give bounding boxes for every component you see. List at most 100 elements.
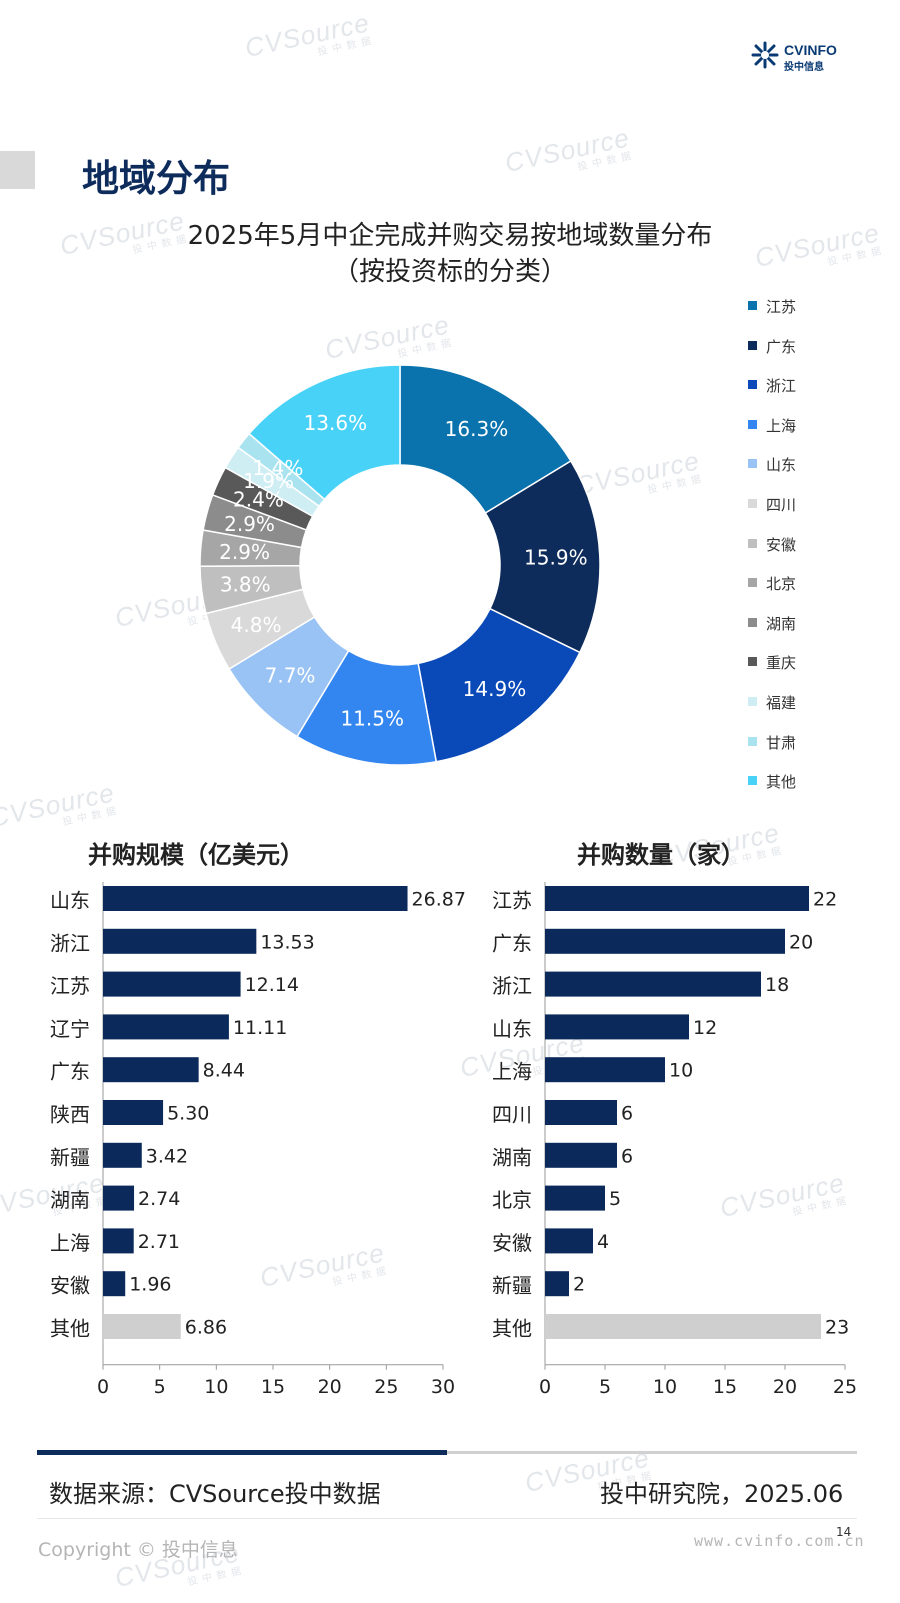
category-label: 新疆: [50, 1145, 90, 1169]
value-label: 6.86: [185, 1317, 227, 1339]
institute-date: 投中研究院，2025.06: [600, 1480, 844, 1508]
value-label: 6: [621, 1145, 633, 1167]
donut-slice-label: 15.9%: [524, 546, 588, 570]
page-number: 14: [836, 1525, 852, 1539]
bar-安徽: [103, 1271, 126, 1297]
value-label: 11.11: [233, 1017, 287, 1039]
legend-item: 上海: [748, 415, 828, 435]
value-label: 2.71: [138, 1231, 180, 1253]
legend-item: 浙江: [748, 375, 828, 395]
copyright: Copyright © 投中信息: [38, 1539, 238, 1561]
legend-label: 其他: [766, 773, 797, 792]
x-tick-label: 0: [97, 1376, 109, 1398]
legend-label: 山东: [766, 456, 797, 475]
donut-slice-其他: [248, 364, 401, 501]
website-link[interactable]: www.cvinfo.com.cn: [694, 1532, 865, 1550]
value-label: 6: [621, 1103, 633, 1125]
legend-item: 安徽: [748, 534, 828, 554]
x-tick-label: 20: [318, 1376, 342, 1398]
donut-chart-title: 2025年5月中企完成并购交易按地域数量分布 （按投资标的分类）: [0, 218, 900, 290]
bar-chart-count: 江苏 22 广东 20 浙江 18 山东 12 上海 10 四川 6 湖南 6 北京 5 安徽 4 新疆 2 其他 23 0…: [492, 882, 857, 1398]
donut-slice-label: 2.9%: [219, 540, 270, 564]
bar-上海: [103, 1228, 134, 1254]
bar-湖南: [103, 1185, 135, 1211]
donut-slice-label: 2.9%: [224, 512, 275, 536]
x-tick-label: 15: [261, 1376, 285, 1398]
bar-其他: [103, 1314, 181, 1339]
legend-item: 山东: [748, 454, 828, 474]
value-label: 1.96: [129, 1274, 171, 1296]
bar-四川: [545, 1100, 617, 1125]
bar-chart-scale-title: 并购规模（亿美元）: [88, 841, 304, 869]
legend-item: 广东: [748, 336, 828, 356]
legend-label: 四川: [766, 496, 797, 514]
bar-安徽: [545, 1228, 593, 1254]
bar-chart-scale: 山东 26.87 浙江 13.53 江苏 12.14 辽宁 11.11 广东 8.44 陕西 5.30…: [50, 882, 466, 1398]
value-label: 5: [609, 1188, 621, 1210]
value-label: 18: [765, 974, 789, 996]
bar-江苏: [103, 971, 241, 997]
category-label: 浙江: [50, 931, 90, 955]
donut-title-line2: （按投资标的分类）: [332, 257, 567, 287]
x-tick-label: 5: [599, 1376, 611, 1398]
legend-label: 北京: [766, 575, 797, 594]
x-tick-label: 5: [154, 1376, 166, 1398]
legend-label: 福建: [766, 694, 797, 712]
legend-item: 北京: [748, 573, 828, 593]
donut-slice-label: 16.3%: [445, 417, 509, 441]
x-tick-label: 25: [833, 1376, 857, 1398]
category-label: 上海: [50, 1231, 90, 1255]
section-marker: [0, 151, 35, 189]
legend-swatch: [748, 499, 757, 508]
x-tick-label: 0: [539, 1376, 551, 1398]
donut-slice-label: 1.9%: [243, 469, 294, 493]
legend-item: 江苏: [748, 296, 828, 316]
legend-swatch: [748, 776, 757, 786]
bar-山东: [545, 1014, 689, 1040]
x-tick-label: 20: [773, 1376, 797, 1398]
cvinfo-logo: CVINFO 投中信息: [750, 40, 870, 76]
donut-slice-label: 13.6%: [304, 411, 368, 435]
bar-北京: [545, 1185, 605, 1211]
category-label: 湖南: [492, 1145, 532, 1169]
category-label: 新疆: [492, 1274, 532, 1298]
logo-text-en: CVINFO: [784, 42, 837, 58]
value-label: 2.74: [138, 1188, 180, 1210]
value-label: 26.87: [412, 889, 466, 911]
value-label: 22: [813, 889, 837, 911]
category-label: 北京: [492, 1188, 532, 1212]
legend-item: 重庆: [748, 652, 828, 672]
category-label: 上海: [492, 1060, 532, 1084]
legend-swatch: [748, 538, 757, 548]
bar-浙江: [103, 928, 257, 954]
donut-slice-label: 4.8%: [231, 613, 282, 637]
legend-label: 安徽: [766, 535, 797, 554]
bar-新疆: [103, 1142, 142, 1168]
x-tick-label: 30: [431, 1376, 455, 1398]
donut-slice-广东: [484, 460, 601, 654]
data-source: 数据来源：CVSource投中数据: [49, 1480, 381, 1508]
category-label: 陕西: [50, 1103, 90, 1127]
bar-新疆: [545, 1271, 569, 1297]
category-label: 山东: [492, 1017, 532, 1041]
legend-item: 甘肃: [748, 732, 828, 752]
logo-text-cn: 投中信息: [784, 62, 824, 73]
legend-label: 上海: [766, 416, 797, 435]
bar-湖南: [545, 1142, 617, 1168]
page-title: 地域分布: [82, 157, 230, 200]
value-label: 3.42: [146, 1145, 188, 1167]
bar-山东: [103, 886, 408, 911]
category-label: 浙江: [492, 974, 532, 998]
bar-陕西: [103, 1100, 164, 1125]
value-label: 2: [573, 1274, 585, 1296]
category-label: 其他: [50, 1317, 90, 1341]
bar-广东: [103, 1057, 199, 1083]
bar-上海: [545, 1057, 665, 1083]
x-tick-label: 15: [713, 1376, 737, 1398]
value-label: 10: [669, 1060, 693, 1082]
bar-广东: [545, 928, 785, 954]
value-label: 12.14: [245, 974, 299, 996]
